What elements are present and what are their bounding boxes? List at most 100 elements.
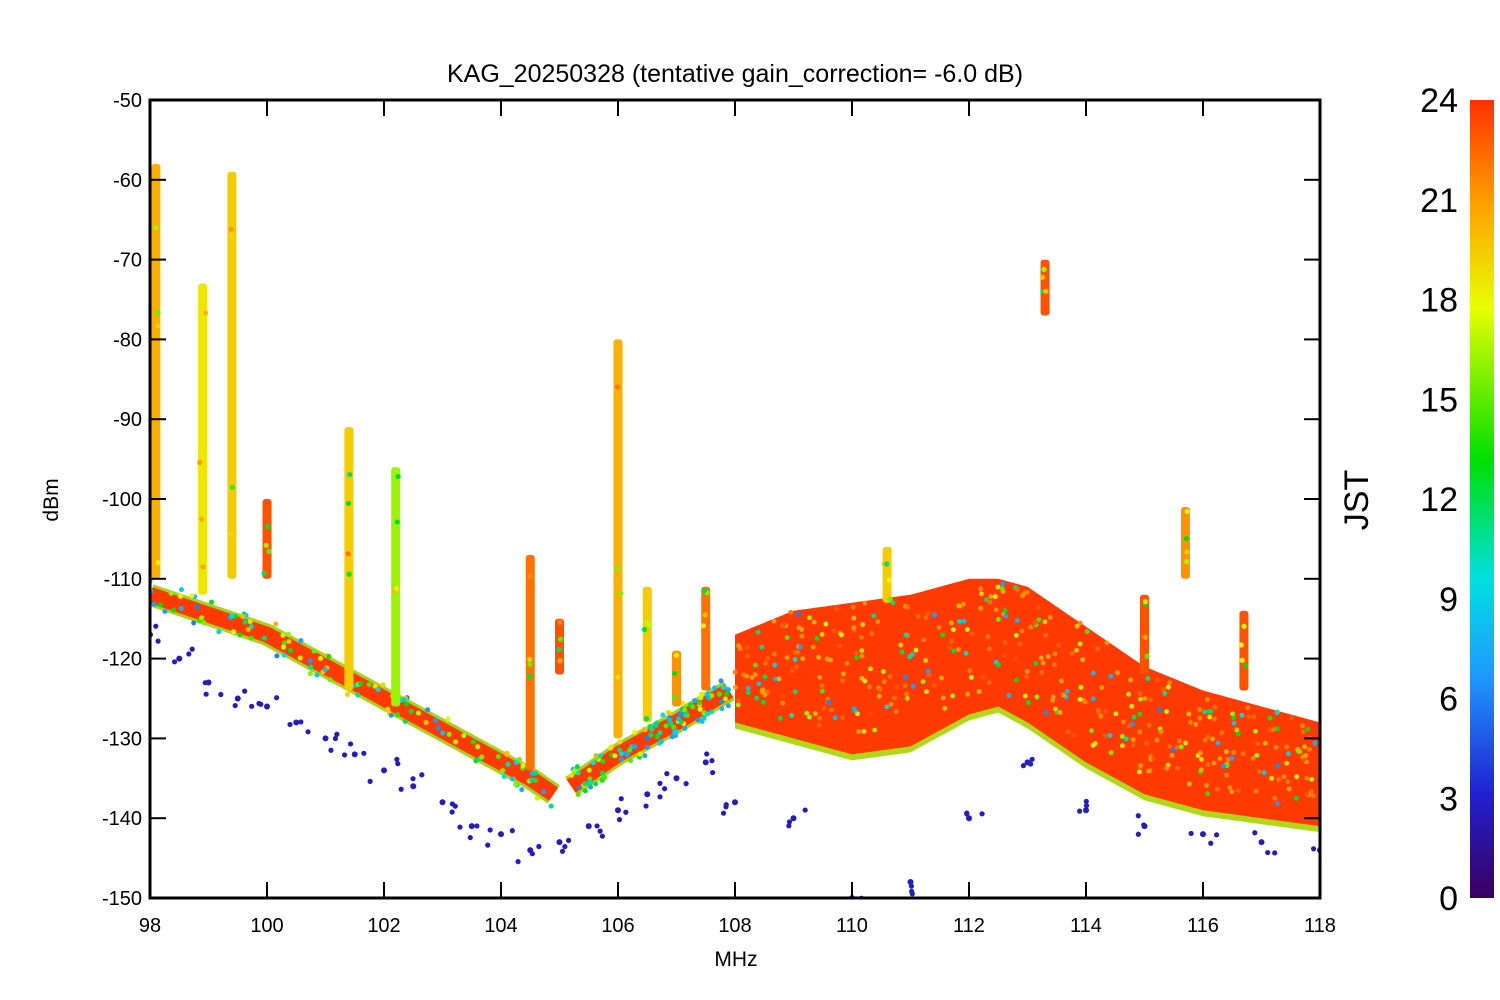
outlier-point [171,659,178,665]
signal-point [346,571,352,577]
noise-point [1219,730,1225,735]
noise-point [1077,641,1083,647]
noise-point [1229,755,1235,761]
outlier-point [664,771,670,777]
noise-point [1262,740,1268,746]
noise-point [534,795,540,801]
signal-point [614,565,620,571]
noise-point [804,710,810,716]
noise-point [778,715,783,721]
noise-point [796,625,802,631]
noise-point [1126,691,1132,697]
outlier-point [597,828,603,834]
noise-point [1108,673,1114,679]
noise-point [1306,747,1312,752]
noise-point [718,698,724,704]
noise-point [495,754,501,760]
noise-point [968,674,974,680]
noise-point [1198,767,1204,773]
signal-spike [525,554,535,771]
noise-point [1211,760,1217,766]
outlier-point [704,751,710,757]
noise-point [425,707,431,713]
outlier-point [1208,840,1214,846]
x-axis: 98 100 102 104 106 108 110 112 114 116 118 [139,100,1336,937]
noise-point [423,719,429,725]
noise-point [307,671,313,677]
noise-point [1077,696,1083,702]
noise-point [1289,715,1295,721]
signal-point [527,673,533,680]
noise-floor-segment [563,678,738,797]
signal-point [887,596,893,602]
signal-point [1184,508,1190,515]
outlier-point [449,809,455,815]
noise-point [839,632,844,638]
noise-point [1082,699,1088,705]
noise-floor-segment [732,578,1320,833]
noise-point [903,632,909,638]
signal-point [526,656,533,662]
noise-point [893,709,899,714]
noise-point [1273,744,1279,750]
noise-point [704,711,710,717]
noise-point [926,672,932,678]
x-tick-label: 98 [139,915,161,937]
noise-point [1003,613,1009,619]
noise-point [191,620,197,626]
noise-point [692,698,698,704]
noise-point [1148,697,1153,703]
noise-point [231,629,237,635]
noise-point [1310,793,1316,799]
noise-point [1251,714,1257,720]
outlier-point [439,799,446,806]
noise-point [851,706,857,712]
noise-point [904,696,910,701]
signal-spike [227,171,237,579]
noise-point [602,774,608,780]
noise-point [1017,641,1023,647]
noise-point [1155,677,1160,683]
noise-point [1002,608,1008,613]
noise-point [817,715,822,721]
noise-point [326,654,332,660]
noise-point [841,671,846,677]
noise-point [1107,732,1113,738]
signal-spike [613,339,624,739]
noise-point [1206,708,1212,714]
noise-point [963,650,969,656]
noise-point [1221,763,1227,769]
noise-point [744,653,750,659]
noise-point [1197,707,1203,712]
signal-bar [344,427,354,691]
signal-point [266,548,272,555]
noise-point [938,675,944,681]
noise-point [162,608,168,614]
noise-point [853,650,859,656]
noise-point [575,791,581,797]
noise-point [884,704,890,710]
outlier-point [203,691,209,697]
signal-point [203,310,209,316]
outlier-point [468,823,475,830]
signal-point [614,384,621,390]
noise-point [859,653,865,659]
noise-point [1089,728,1094,734]
noise-point [840,715,845,720]
x-tick-label: 108 [718,915,751,937]
signal-bar [1140,594,1149,675]
outlier-point [457,824,463,830]
noise-point [1042,619,1048,625]
noise-point [1274,710,1280,716]
outlier-point [202,680,208,686]
noise-point [1050,697,1056,703]
noise-point [1120,719,1126,725]
noise-point [1255,741,1261,746]
signal-point [641,626,648,633]
x-tick-label: 104 [484,915,517,937]
noise-point [380,682,386,688]
noise-point [1274,801,1280,807]
noise-point [851,625,857,630]
y-tick-label: -150 [102,888,142,910]
noise-point [899,649,905,655]
